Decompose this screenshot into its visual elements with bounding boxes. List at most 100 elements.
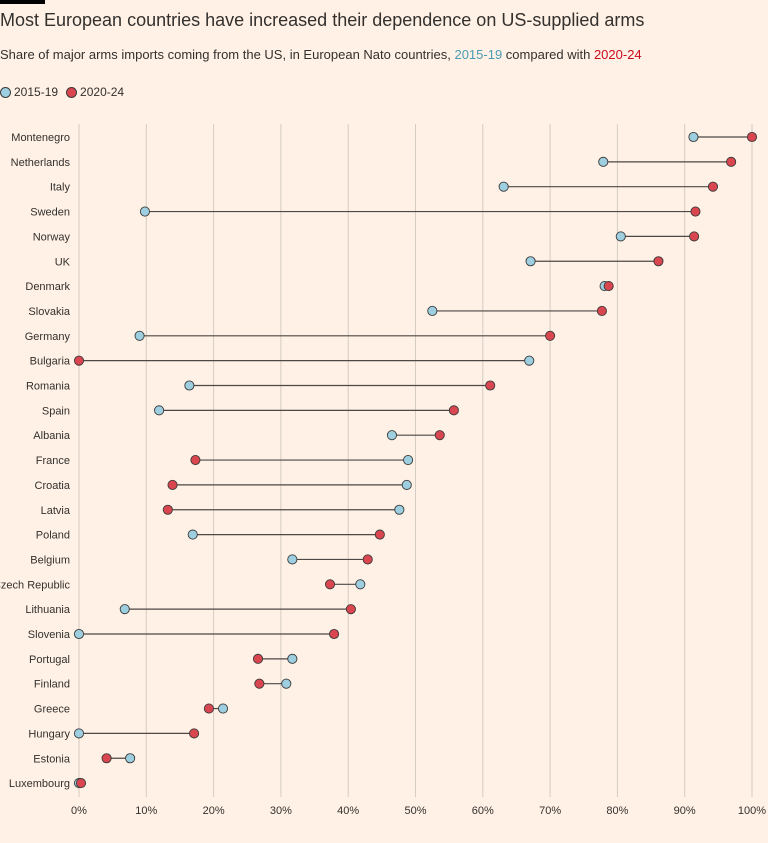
category-label: Netherlands bbox=[11, 157, 71, 169]
point-2015-19 bbox=[355, 579, 366, 590]
category-label: France bbox=[36, 455, 70, 467]
point-2020-24 bbox=[374, 529, 385, 540]
category-label: Hungary bbox=[28, 728, 70, 740]
category-label: Romania bbox=[26, 381, 71, 393]
chart-subtitle: Share of major arms imports coming from … bbox=[0, 47, 642, 62]
point-2015-19 bbox=[386, 430, 397, 441]
point-2015-19 bbox=[598, 156, 609, 167]
x-tick-label: 70% bbox=[539, 805, 561, 817]
subtitle-middle: compared with bbox=[502, 47, 594, 62]
point-2015-19 bbox=[403, 454, 414, 466]
point-2020-24 bbox=[324, 579, 336, 590]
point-2020-24 bbox=[746, 131, 758, 143]
point-2020-24 bbox=[345, 604, 356, 615]
point-2020-24 bbox=[726, 156, 737, 167]
category-label: Latvia bbox=[41, 505, 71, 517]
subtitle-period-2020-24: 2020-24 bbox=[593, 47, 642, 62]
point-2015-19 bbox=[125, 753, 136, 764]
category-label: Finland bbox=[34, 679, 70, 691]
point-2020-24 bbox=[707, 181, 719, 192]
category-label: Estonia bbox=[33, 753, 71, 765]
x-tick-label: 60% bbox=[472, 805, 494, 817]
point-2020-24 bbox=[653, 256, 664, 267]
point-2015-19 bbox=[524, 355, 535, 366]
point-2015-19 bbox=[287, 554, 298, 565]
point-2015-19 bbox=[427, 305, 438, 317]
point-2015-19 bbox=[187, 529, 198, 540]
point-2015-19 bbox=[134, 330, 145, 341]
point-2015-19 bbox=[139, 206, 151, 217]
category-label: Luxembourg bbox=[9, 778, 70, 790]
point-2015-19 bbox=[73, 628, 85, 640]
point-2015-19 bbox=[394, 504, 405, 515]
point-2015-19 bbox=[154, 405, 165, 416]
point-2020-24 bbox=[75, 778, 87, 789]
brand-bar bbox=[0, 0, 45, 4]
point-2015-19 bbox=[525, 256, 536, 267]
category-label: Greece bbox=[34, 704, 70, 716]
category-label: Sweden bbox=[30, 207, 70, 219]
legend-swatch-2020-24 bbox=[66, 86, 78, 98]
point-2020-24 bbox=[73, 355, 85, 366]
point-2015-19 bbox=[615, 231, 626, 242]
legend-label-2015-19: 2015-19 bbox=[14, 85, 59, 99]
chart-title: Most European countries have increased t… bbox=[0, 10, 645, 30]
point-2015-19 bbox=[401, 479, 412, 490]
x-tick-label: 90% bbox=[674, 805, 696, 817]
point-2020-24 bbox=[596, 305, 607, 317]
point-2015-19 bbox=[688, 131, 699, 143]
point-2020-24 bbox=[254, 678, 265, 689]
category-label: Portugal bbox=[29, 654, 70, 666]
category-label: Croatia bbox=[35, 480, 71, 492]
legend-item-2015-19: 2015-19 bbox=[0, 85, 58, 99]
subtitle-period-2015-19: 2015-19 bbox=[454, 47, 503, 62]
category-label: Belgium bbox=[30, 554, 70, 566]
point-2020-24 bbox=[485, 380, 496, 391]
point-2020-24 bbox=[545, 330, 556, 341]
x-tick-label: 100% bbox=[738, 805, 766, 817]
x-tick-label: 80% bbox=[606, 805, 628, 817]
category-label: UK bbox=[55, 256, 71, 268]
x-tick-label: 20% bbox=[203, 805, 225, 817]
point-2020-24 bbox=[448, 405, 459, 416]
point-2020-24 bbox=[329, 628, 340, 640]
category-label: Spain bbox=[42, 405, 70, 417]
point-2015-19 bbox=[184, 380, 195, 391]
point-2020-24 bbox=[190, 454, 201, 466]
category-label: Czech Republic bbox=[0, 579, 70, 591]
legend-swatch-2015-19 bbox=[0, 86, 11, 98]
subtitle-prefix: Share of major arms imports coming from … bbox=[0, 47, 455, 62]
point-2015-19 bbox=[498, 181, 509, 192]
category-label: Albania bbox=[33, 430, 71, 442]
point-2015-19 bbox=[287, 653, 298, 664]
point-2020-24 bbox=[167, 479, 178, 490]
point-2020-24 bbox=[101, 753, 112, 764]
category-label: Slovakia bbox=[28, 306, 70, 318]
point-2020-24 bbox=[162, 504, 173, 515]
legend-item-2020-24: 2020-24 bbox=[66, 85, 124, 99]
point-2020-24 bbox=[203, 703, 214, 714]
point-2020-24 bbox=[603, 281, 614, 292]
category-label: Lithuania bbox=[25, 604, 71, 616]
point-2015-19 bbox=[281, 678, 292, 689]
point-2020-24 bbox=[189, 728, 200, 739]
chart-legend: 2015-19 2020-24 bbox=[0, 85, 132, 99]
category-label: Germany bbox=[25, 331, 71, 343]
legend-label-2020-24: 2020-24 bbox=[80, 85, 125, 99]
category-label: Poland bbox=[36, 530, 70, 542]
category-label: Italy bbox=[50, 182, 71, 194]
point-2020-24 bbox=[689, 231, 700, 242]
category-label: Slovenia bbox=[28, 629, 71, 641]
point-2020-24 bbox=[252, 653, 264, 664]
x-tick-label: 30% bbox=[270, 805, 292, 817]
point-2015-19 bbox=[217, 703, 229, 714]
point-2015-19 bbox=[119, 604, 130, 615]
category-label: Norway bbox=[33, 231, 71, 243]
category-label: Montenegro bbox=[11, 132, 70, 144]
point-2015-19 bbox=[73, 728, 85, 739]
point-2020-24 bbox=[434, 430, 445, 441]
x-tick-label: 10% bbox=[135, 805, 157, 817]
point-2020-24 bbox=[362, 554, 373, 565]
x-tick-label: 0% bbox=[71, 805, 87, 817]
